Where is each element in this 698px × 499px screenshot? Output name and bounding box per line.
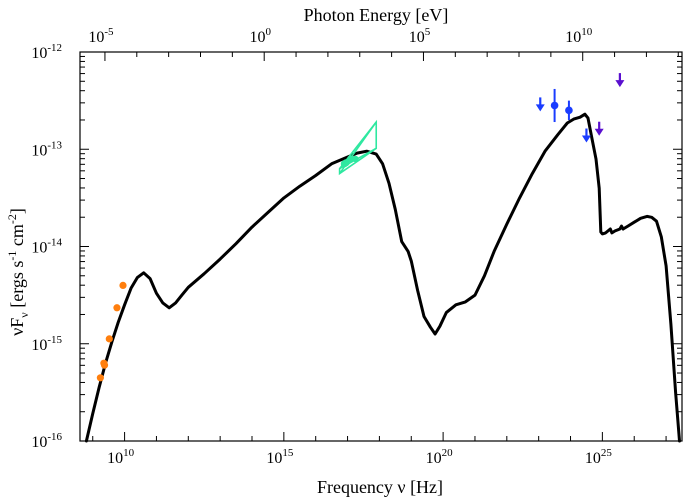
- y-axis-title: νFν [ergs s-1 cm-2]: [5, 208, 31, 336]
- upper-limit-head: [535, 104, 545, 112]
- data-point: [565, 106, 573, 115]
- x-tick-label: 1025: [585, 447, 613, 467]
- data-point: [550, 101, 559, 110]
- xray-bowtie: [338, 119, 378, 176]
- top-axis-title: Photon Energy [eV]: [304, 5, 449, 25]
- y-tick-label: 10-12: [31, 42, 62, 62]
- svg-text:νFν [ergs s-1 cm-2]: νFν [ergs s-1 cm-2]: [5, 208, 31, 336]
- x-tick-label: 1020: [426, 447, 454, 467]
- x2-tick-label: 105: [409, 26, 431, 46]
- y-tick-label: 10-16: [31, 431, 62, 451]
- bowtie-pivot-point: [352, 155, 359, 163]
- data-point-with-errorbar: [550, 88, 559, 123]
- y-tick-label: 10-13: [31, 139, 62, 159]
- data-point: [96, 374, 104, 382]
- data-point: [105, 335, 113, 343]
- upper-limit-head: [581, 135, 591, 143]
- x2-tick-label: 100: [249, 26, 271, 46]
- upper-limit-arrow: [594, 121, 604, 136]
- upper-limit-head: [615, 80, 625, 88]
- upper-limit-arrow: [581, 128, 591, 143]
- upper-limit-arrow: [535, 97, 545, 112]
- x-tick-label: 1015: [266, 447, 294, 467]
- x-tick-label: 1010: [107, 447, 135, 467]
- y-tick-label: 10-14: [31, 237, 62, 257]
- data-point: [100, 361, 109, 369]
- x2-tick-label: 1010: [565, 26, 593, 46]
- sed-model-curve: [84, 112, 681, 443]
- plot-frame: [79, 51, 683, 442]
- y-tick-label: 10-15: [31, 334, 62, 354]
- upper-limit-arrow: [615, 73, 625, 88]
- data-point: [113, 304, 121, 312]
- x2-tick-label: 10-5: [88, 26, 114, 46]
- upper-limit-head: [594, 128, 604, 136]
- data-point: [119, 281, 127, 289]
- bottom-axis-title: Frequency ν [Hz]: [317, 477, 443, 497]
- bowtie-diagonal: [338, 121, 377, 175]
- data-point-with-errorbar: [565, 100, 573, 121]
